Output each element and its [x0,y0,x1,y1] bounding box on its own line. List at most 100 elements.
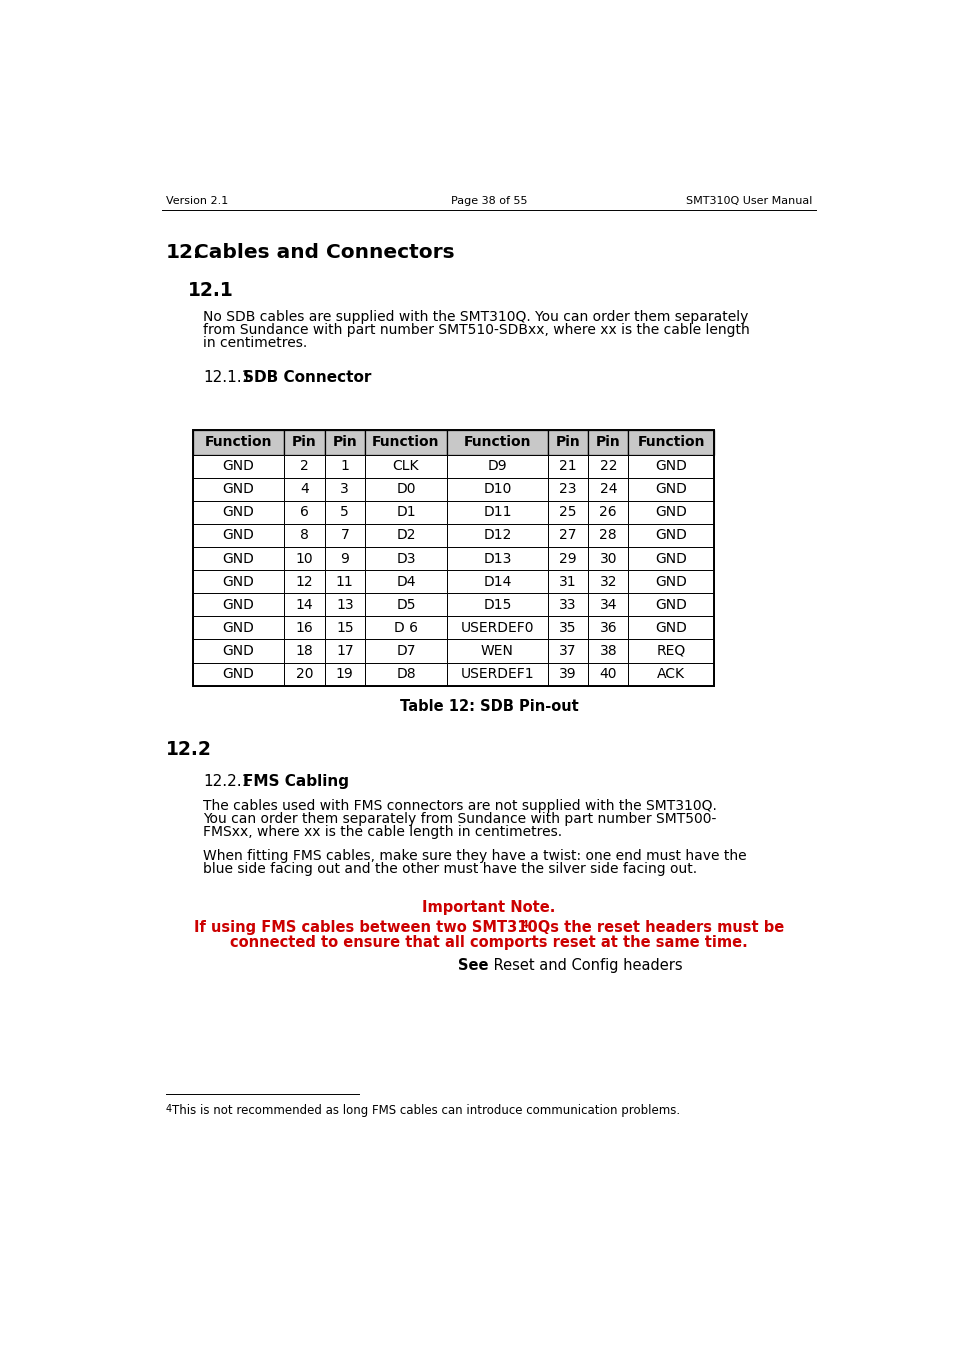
Text: SDB Connector: SDB Connector [243,370,372,385]
Bar [447,593,547,617]
Bar [284,663,324,686]
Bar [628,455,713,478]
Text: 4: 4 [166,1104,172,1115]
Text: GND: GND [222,621,254,634]
Bar [587,455,628,478]
Text: 1: 1 [340,459,349,472]
Text: If using FMS cables between two SMT310Qs the reset headers must be: If using FMS cables between two SMT310Qs… [193,919,783,934]
Bar [324,547,365,570]
Text: 9: 9 [340,552,349,566]
Text: D4: D4 [395,575,416,589]
Bar [284,478,324,501]
Text: 23: 23 [558,482,577,497]
Text: The cables used with FMS connectors are not supplied with the SMT310Q.: The cables used with FMS connectors are … [203,799,716,813]
Text: 3: 3 [340,482,349,497]
Bar [587,478,628,501]
Text: Pin: Pin [555,435,579,450]
Text: 6: 6 [300,505,309,520]
Text: blue side facing out and the other must have the silver side facing out.: blue side facing out and the other must … [203,861,697,876]
Bar [547,429,587,455]
Text: 15: 15 [335,621,354,634]
Text: from Sundance with part number SMT510-SDBxx, where xx is the cable length: from Sundance with part number SMT510-SD… [203,323,749,338]
Bar [587,593,628,617]
Bar [365,501,447,524]
Text: GND: GND [655,598,686,612]
Text: D0: D0 [395,482,416,497]
Text: connected to ensure that all comports reset at the same time.: connected to ensure that all comports re… [230,936,747,950]
Text: 17: 17 [335,644,354,657]
Text: GND: GND [222,598,254,612]
Text: 12.2: 12.2 [166,740,212,759]
Text: 5: 5 [340,505,349,520]
Text: See: See [458,958,488,973]
Text: 21: 21 [558,459,577,472]
Text: 12.1: 12.1 [187,281,233,300]
Bar [284,547,324,570]
Bar [547,570,587,593]
Bar [284,640,324,663]
Bar [365,478,447,501]
Bar [193,524,284,547]
Text: D10: D10 [483,482,511,497]
Bar [365,570,447,593]
Text: Pin: Pin [292,435,316,450]
Text: 12: 12 [295,575,313,589]
Bar [324,640,365,663]
Text: D7: D7 [395,644,416,657]
Bar [587,547,628,570]
Text: D8: D8 [395,667,416,680]
Text: 10: 10 [295,552,313,566]
Text: 28: 28 [598,528,617,543]
Text: D5: D5 [395,598,416,612]
Bar [284,524,324,547]
Bar [324,663,365,686]
Text: GND: GND [655,575,686,589]
Bar [547,455,587,478]
Text: 31: 31 [558,575,577,589]
Text: 14: 14 [295,598,313,612]
Text: 36: 36 [598,621,617,634]
Bar [193,429,713,686]
Bar [547,547,587,570]
Text: 37: 37 [558,644,577,657]
Bar [628,478,713,501]
Bar [447,570,547,593]
Text: No SDB cables are supplied with the SMT310Q. You can order them separately: No SDB cables are supplied with the SMT3… [203,310,747,324]
Text: 39: 39 [558,667,577,680]
Text: 30: 30 [598,552,617,566]
Text: 26: 26 [598,505,617,520]
Bar [628,663,713,686]
Text: USERDEF0: USERDEF0 [460,621,534,634]
Bar [365,593,447,617]
Bar [628,501,713,524]
Bar [547,617,587,640]
Bar [447,429,547,455]
Text: GND: GND [655,621,686,634]
Text: 33: 33 [558,598,577,612]
Text: 22: 22 [598,459,617,472]
Bar [587,570,628,593]
Bar [365,547,447,570]
Bar [324,478,365,501]
Text: Function: Function [205,435,272,450]
Bar [447,617,547,640]
Text: GND: GND [655,482,686,497]
Text: SMT310Q User Manual: SMT310Q User Manual [685,196,811,205]
Bar [324,524,365,547]
Text: GND: GND [655,505,686,520]
Text: 40: 40 [598,667,617,680]
Bar [628,593,713,617]
Text: 19: 19 [335,667,354,680]
Bar [365,640,447,663]
Text: GND: GND [222,459,254,472]
Text: 12.2.1: 12.2.1 [203,774,251,790]
Bar [628,640,713,663]
Bar [324,617,365,640]
Text: GND: GND [222,505,254,520]
Text: Function: Function [637,435,704,450]
Bar [324,429,365,455]
Text: Important Note.: Important Note. [422,899,555,915]
Text: Table 12: SDB Pin-out: Table 12: SDB Pin-out [399,699,578,714]
Text: Pin: Pin [596,435,620,450]
Text: D11: D11 [482,505,511,520]
